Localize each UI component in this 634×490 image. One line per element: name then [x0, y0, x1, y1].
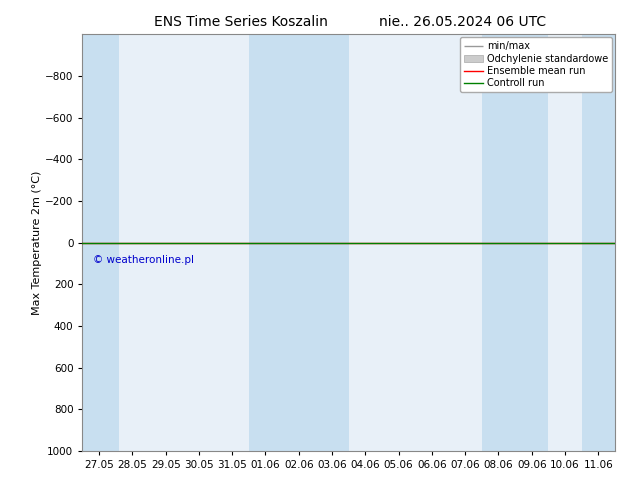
Bar	[582, 34, 618, 451]
Bar	[82, 34, 119, 451]
Text: © weatheronline.pl: © weatheronline.pl	[93, 255, 194, 265]
Bar	[482, 34, 548, 451]
Legend: min/max, Odchylenie standardowe, Ensemble mean run, Controll run: min/max, Odchylenie standardowe, Ensembl…	[460, 37, 612, 92]
Y-axis label: Max Temperature 2m (°C): Max Temperature 2m (°C)	[32, 171, 42, 315]
Bar	[249, 34, 349, 451]
Text: ENS Time Series Koszalin: ENS Time Series Koszalin	[154, 15, 328, 29]
Text: nie.. 26.05.2024 06 UTC: nie.. 26.05.2024 06 UTC	[379, 15, 547, 29]
